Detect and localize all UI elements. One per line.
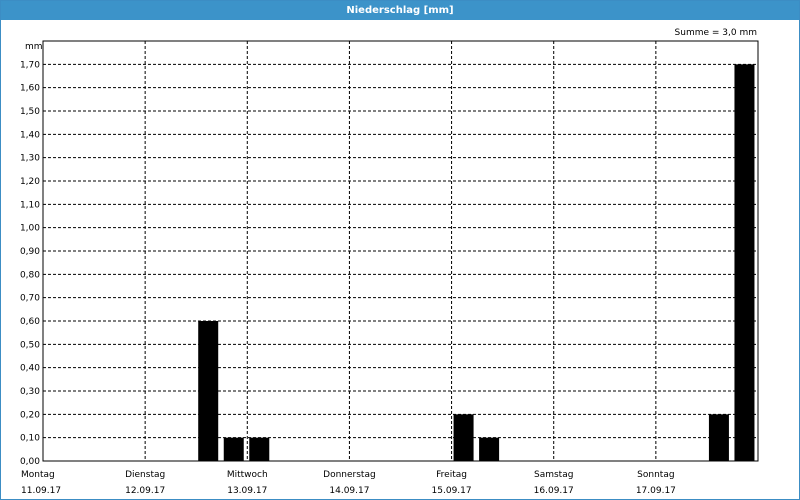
x-tick-date: 17.09.17 [636, 486, 676, 496]
y-tick-label: 0,40 [20, 364, 40, 374]
x-tick-weekday: Sonntag [637, 470, 674, 480]
precipitation-bar [223, 437, 244, 461]
plot-area-frame [42, 40, 759, 462]
y-tick-label: 0,60 [20, 317, 40, 327]
sum-label: Summe = 3,0 mm [675, 28, 757, 38]
x-tick-weekday: Montag [21, 470, 55, 480]
x-tick-date: 11.09.17 [21, 486, 61, 496]
y-tick-label: 1,60 [20, 84, 40, 94]
y-tick-label: 1,20 [20, 177, 40, 187]
y-tick-label: 1,30 [20, 154, 40, 164]
precipitation-bar [479, 437, 500, 461]
precipitation-bar [198, 321, 219, 461]
y-tick-label: 0,30 [20, 387, 40, 397]
y-tick-label: 0,10 [20, 434, 40, 444]
y-tick-label: 0,20 [20, 410, 40, 420]
y-tick-label: 1,50 [20, 107, 40, 117]
x-tick-weekday: Mittwoch [227, 470, 268, 480]
x-tick-date: 15.09.17 [432, 486, 472, 496]
y-tick-label: 0,90 [20, 247, 40, 257]
x-tick-date: 12.09.17 [125, 486, 165, 496]
y-tick-label: 0,00 [20, 457, 40, 467]
x-tick-weekday: Samstag [534, 470, 573, 480]
precipitation-bar [453, 414, 474, 461]
x-tick-date: 16.09.17 [534, 486, 574, 496]
y-tick-label: 1,70 [20, 60, 40, 70]
y-tick-label: 0,50 [20, 340, 40, 350]
y-tick-label: 0,70 [20, 294, 40, 304]
x-tick-weekday: Donnerstag [323, 470, 376, 480]
y-tick-label: 1,40 [20, 130, 40, 140]
y-tick-label: 1,00 [20, 224, 40, 234]
x-tick-date: 14.09.17 [329, 486, 369, 496]
window-title: Niederschlag [mm] [1, 1, 799, 20]
x-tick-weekday: Freitag [436, 470, 467, 480]
x-tick-weekday: Dienstag [125, 470, 165, 480]
y-tick-label: 1,10 [20, 200, 40, 210]
precipitation-bar [708, 414, 729, 461]
y-axis-unit-label: mm [25, 42, 43, 52]
precipitation-bar [734, 64, 755, 462]
x-tick-date: 13.09.17 [227, 486, 267, 496]
precipitation-bar [249, 437, 270, 461]
y-tick-label: 0,80 [20, 270, 40, 280]
